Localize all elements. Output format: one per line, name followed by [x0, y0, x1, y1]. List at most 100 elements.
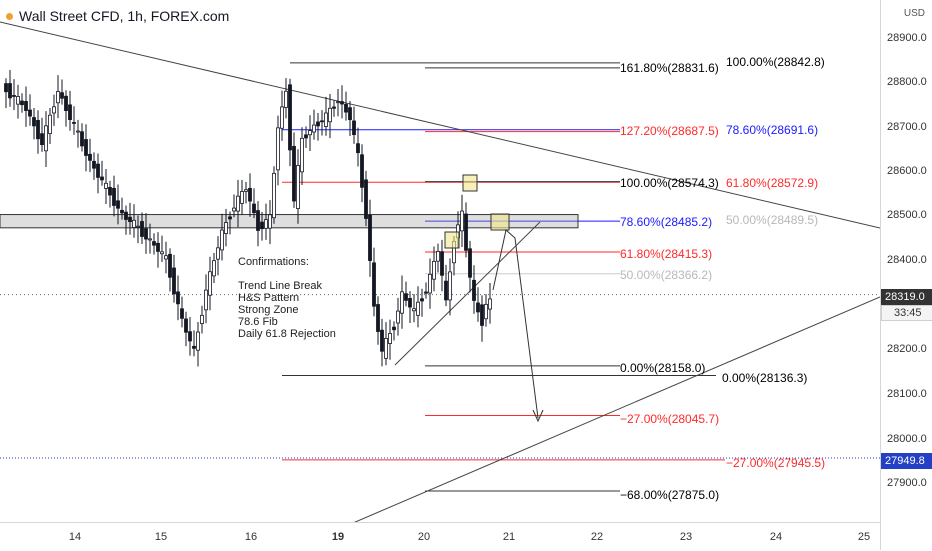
- time-tick: 14: [68, 531, 82, 543]
- candle-body: [168, 253, 172, 278]
- candle-body: [300, 137, 304, 173]
- chart-area[interactable]: Wall Street CFD, 1h, FOREX.com Confirmat…: [0, 0, 881, 551]
- candle-body: [484, 303, 488, 320]
- candle-body: [56, 91, 60, 104]
- candle-body: [312, 124, 316, 133]
- candle-body: [380, 329, 384, 352]
- price-tick: 28100.0: [887, 388, 927, 400]
- candle-body: [148, 238, 152, 241]
- candle-body: [392, 326, 396, 331]
- candle-body: [20, 100, 24, 106]
- confirmations-note[interactable]: Confirmations: Trend Line Break H&S Patt…: [238, 256, 336, 340]
- fib-label[interactable]: 0.00%(28158.0): [620, 361, 706, 375]
- fib-label[interactable]: 78.60%(28691.6): [726, 123, 819, 137]
- candle-body: [448, 271, 452, 301]
- candle-body: [420, 298, 424, 302]
- projection-arrow-path: [492, 229, 539, 419]
- candle-body: [80, 131, 84, 147]
- uptrend-line: [289, 296, 881, 551]
- candle-body: [272, 172, 276, 219]
- candle-body: [212, 260, 216, 277]
- candle-body: [280, 106, 284, 129]
- confirmation-item: 78.6 Fib: [238, 316, 278, 328]
- fib-label[interactable]: 127.20%(28687.5): [620, 124, 719, 138]
- candle-body: [112, 187, 116, 206]
- fib-label[interactable]: 61.80%(28572.9): [726, 176, 819, 190]
- fib-label[interactable]: 50.00%(28489.5): [726, 213, 819, 227]
- candle-body: [88, 153, 92, 161]
- candle-body: [488, 298, 492, 310]
- drawing-lines: [0, 21, 881, 551]
- price-tick: 28400.0: [887, 254, 927, 266]
- fib-label[interactable]: −27.00%(28045.7): [620, 412, 720, 426]
- candle-body: [244, 189, 248, 192]
- time-axis[interactable]: 14 15 16 19 20 21 22 23 24 25: [0, 522, 880, 551]
- time-tick: 22: [590, 531, 604, 543]
- chart-svg: [0, 21, 881, 551]
- price-tick: 28200.0: [887, 343, 927, 355]
- candle-body: [468, 248, 472, 278]
- fib-label[interactable]: 61.80%(28415.3): [620, 247, 713, 261]
- candle-body: [344, 103, 348, 113]
- candle-body: [260, 221, 264, 230]
- market-status-dot: [6, 12, 13, 20]
- candle-body: [316, 121, 320, 127]
- candle-body: [428, 273, 432, 294]
- time-tick: 24: [769, 531, 783, 543]
- candle-body: [128, 216, 132, 223]
- fib-label[interactable]: −68.00%(27875.0): [620, 488, 720, 502]
- confirmations-title: Confirmations:: [238, 256, 309, 268]
- fib-label[interactable]: 161.80%(28831.6): [620, 61, 719, 75]
- candle-body: [204, 289, 208, 311]
- candle-body: [64, 95, 68, 111]
- candle-body: [84, 139, 88, 156]
- candle-body: [8, 83, 12, 99]
- candle-body: [140, 221, 144, 237]
- candle-body: [400, 291, 404, 314]
- candle-body: [276, 127, 280, 171]
- candle-body: [180, 308, 184, 319]
- hs-marker-right: [490, 213, 510, 231]
- fib-label[interactable]: 0.00%(28136.3): [722, 371, 808, 385]
- fib-label[interactable]: −27.00%(27945.5): [726, 456, 826, 470]
- candle-body: [376, 304, 380, 332]
- chart-title-legend[interactable]: Wall Street CFD, 1h, FOREX.com: [6, 8, 229, 24]
- candle-body: [92, 160, 96, 169]
- fib-label[interactable]: 50.00%(28366.2): [620, 268, 713, 282]
- candle-body: [372, 262, 376, 307]
- price-axis[interactable]: USD 28900.0 28800.0 28700.0 28600.0 2850…: [880, 0, 932, 550]
- candle-body: [32, 117, 36, 127]
- price-tick: 28600.0: [887, 165, 927, 177]
- candle-body: [160, 251, 164, 255]
- candle-body: [16, 96, 20, 105]
- candle-body: [100, 176, 104, 181]
- time-tick: 21: [502, 531, 516, 543]
- candle-body: [460, 210, 464, 232]
- fib-label[interactable]: 78.60%(28485.2): [620, 215, 713, 229]
- candle-body: [336, 101, 340, 104]
- confirmation-item: H&S Pattern: [238, 292, 300, 304]
- candle-body: [296, 165, 300, 210]
- candle-body: [96, 163, 100, 178]
- candle-body: [164, 255, 168, 260]
- fib-label[interactable]: 100.00%(28842.8): [726, 55, 825, 69]
- candle-body: [352, 120, 356, 136]
- candle-body: [436, 250, 440, 262]
- price-tick: 28500.0: [887, 209, 927, 221]
- candle-body: [28, 109, 32, 117]
- fib-label[interactable]: 100.00%(28574.3): [620, 176, 719, 190]
- candle-body: [432, 261, 436, 280]
- candle-body: [268, 214, 272, 229]
- candle-body: [156, 242, 160, 252]
- candle-body: [108, 187, 112, 196]
- confirmation-item: Strong Zone: [238, 304, 299, 316]
- candle-body: [236, 195, 240, 212]
- candle-body: [60, 92, 64, 99]
- candle-body: [68, 104, 72, 120]
- candle-body: [196, 331, 200, 351]
- confirmation-item: Daily 61.8 Rejection: [238, 328, 336, 340]
- hs-marker-head: [462, 174, 478, 192]
- candle-body: [40, 133, 44, 146]
- candle-body: [124, 211, 128, 220]
- projection-arrow-head: [532, 409, 544, 423]
